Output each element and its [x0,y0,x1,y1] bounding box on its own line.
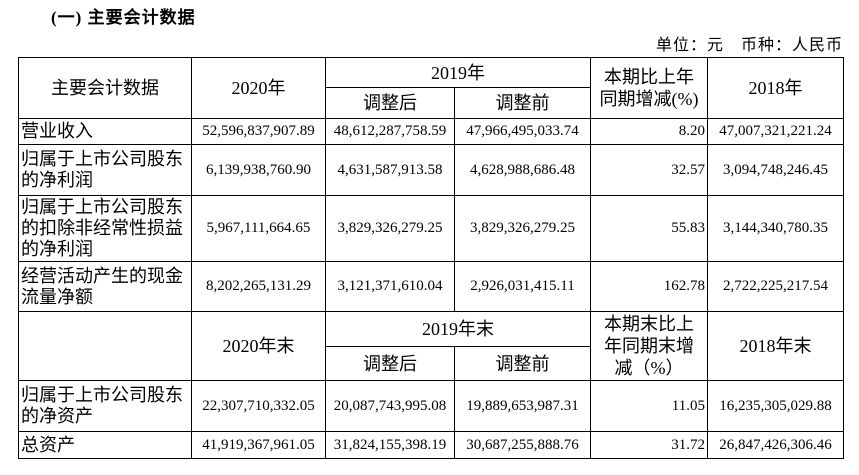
header-2020: 2020年 [191,57,326,119]
table-header-row-period-end: 2020年末 2019年末 本期末比上 年同期末增 减（%） 2018年末 [18,311,844,381]
cell-2020: 41,919,367,961.05 [191,431,326,459]
header-period-change: 本期比上年 同期增减(%) [590,57,708,119]
table-row-revenue: 营业收入 52,596,837,907.89 48,612,287,758.59… [18,118,844,145]
row-label: 经营活动产生的现金流量净额 [18,261,192,312]
cell-change: 31.72 [590,431,708,459]
cell-2019-after: 48,612,287,758.59 [325,118,455,145]
cell-2020: 52,596,837,907.89 [191,118,326,145]
cell-2018: 26,847,426,306.46 [707,431,844,459]
header-2018: 2018年 [707,57,844,119]
cell-2019-before: 3,829,326,279.25 [454,195,591,262]
header-adjusted-after: 调整后 [325,87,455,119]
header-end-adjusted-before: 调整前 [454,346,591,381]
cell-2019-before: 4,628,988,686.48 [454,144,591,196]
header-2019-end: 2019年末 [325,311,591,347]
cell-2018: 16,235,305,029.88 [707,380,844,432]
header-adjusted-before: 调整前 [454,87,591,119]
cell-2019-after: 3,121,371,610.04 [325,261,455,312]
cell-2019-before: 19,889,653,987.31 [454,380,591,432]
cell-2020: 6,139,938,760.90 [191,144,326,196]
header-2020-end: 2020年末 [191,311,326,381]
cell-2018: 2,722,225,217.54 [707,261,844,312]
header-end-adjusted-after: 调整后 [325,346,455,381]
header-2018-end: 2018年末 [707,311,844,381]
cell-change: 8.20 [590,118,708,145]
table-subheader-row-period: 调整后 调整前 [19,87,844,119]
row-label: 总资产 [18,431,192,459]
cell-2018: 3,144,340,780.35 [707,195,844,262]
cell-2019-before: 2,926,031,415.11 [454,261,591,312]
page-title: (一) 主要会计数据 [51,8,196,27]
cell-change: 162.78 [590,261,708,312]
cell-2019-before: 30,687,255,888.76 [454,431,591,459]
cell-2020: 5,967,111,664.65 [191,195,326,262]
cell-change: 11.05 [590,380,708,432]
table-row-net-assets: 归属于上市公司股东的净资产 22,307,710,332.05 20,087,7… [18,380,844,432]
cell-2019-before: 47,966,495,033.74 [454,118,591,145]
header-end-change: 本期末比上 年同期末增 减（%） [590,311,708,381]
cell-2019-after: 20,087,743,995.08 [325,380,455,432]
row-label: 归属于上市公司股东的扣除非经常性损益的净利润 [18,195,192,262]
row-label: 归属于上市公司股东的净利润 [18,144,192,196]
header-2019: 2019年 [325,57,591,88]
table-row-net-profit: 归属于上市公司股东的净利润 6,139,938,760.90 4,631,587… [18,144,844,196]
table-subheader-row-period-end: 调整后 调整前 [19,346,844,381]
financial-data-table: 主要会计数据 2020年 2019年 本期比上年 同期增减(%) 2018年 调… [18,57,844,459]
cell-2019-after: 3,829,326,279.25 [325,195,455,262]
cell-2020: 8,202,265,131.29 [191,261,326,312]
table-row-operating-cash-flow: 经营活动产生的现金流量净额 8,202,265,131.29 3,121,371… [18,261,844,312]
cell-change: 55.83 [590,195,708,262]
cell-2018: 3,094,748,246.45 [707,144,844,196]
cell-2019-after: 31,824,155,398.19 [325,431,455,459]
unit-note: 单位：元 币种：人民币 [655,37,843,54]
header-end-label [18,311,192,381]
table-header-row-period: 主要会计数据 2020年 2019年 本期比上年 同期增减(%) 2018年 [18,57,844,119]
cell-change: 32.57 [590,144,708,196]
row-label: 营业收入 [18,118,192,145]
row-label: 归属于上市公司股东的净资产 [18,380,192,432]
cell-2020: 22,307,710,332.05 [191,380,326,432]
cell-2018: 47,007,321,221.24 [707,118,844,145]
header-main-label: 主要会计数据 [18,57,192,119]
cell-2019-after: 4,631,587,913.58 [325,144,455,196]
table-row-total-assets: 总资产 41,919,367,961.05 31,824,155,398.19 … [18,431,844,459]
table-row-net-profit-excl-nonrecurring: 归属于上市公司股东的扣除非经常性损益的净利润 5,967,111,664.65 … [18,195,844,262]
